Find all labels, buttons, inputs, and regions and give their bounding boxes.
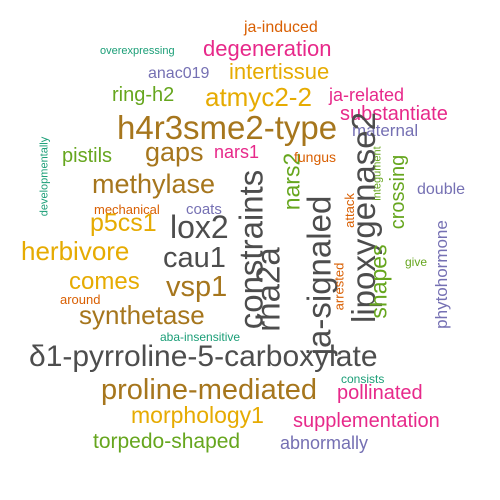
word-atmyc2-2: atmyc2-2 (205, 82, 312, 112)
word-nars1: nars1 (214, 142, 260, 162)
word-arrested: arrested (331, 262, 347, 311)
word-comes: comes (69, 268, 140, 295)
word-overexpressing: overexpressing (100, 45, 175, 57)
word-coats: coats (186, 201, 222, 218)
word-anac019: anac019 (148, 65, 210, 82)
word-crossing: crossing (387, 154, 410, 230)
word-morphology1: morphology1 (131, 402, 264, 428)
word-shapes: shapes (365, 244, 392, 319)
word-torpedo-shaped: torpedo-shaped (93, 430, 241, 453)
word-supplementation: supplementation (293, 410, 440, 432)
word-abnormally: abnormally (280, 433, 369, 453)
word-herbivore: herbivore (21, 236, 130, 266)
word-developmentally: developmentally (38, 136, 51, 217)
word-proline-mediated: proline-mediated (101, 374, 318, 406)
word-pistils: pistils (62, 145, 113, 167)
word-ja-signaled: ja-signaled (300, 195, 338, 356)
word-intertissue: intertissue (229, 59, 330, 84)
word-double: double (417, 181, 466, 198)
word-ja-induced: ja-induced (244, 19, 318, 36)
word-pollinated: pollinated (337, 382, 423, 404)
word-maternal: maternal (352, 121, 419, 140)
word-integument: integument (371, 146, 384, 201)
word-lox2: lox2 (170, 209, 229, 245)
word-vsp1: vsp1 (166, 271, 228, 303)
word-p5cs1: p5cs1 (90, 209, 157, 237)
word-rha2a: rha2a (249, 247, 287, 332)
word-fungus: fungus (294, 149, 337, 165)
word-ring-h2: ring-h2 (112, 84, 175, 106)
word-phytohormone: phytohormone (431, 220, 451, 329)
word-pyrroline-5-carboxylate: δ1-pyrroline-5-carboxylate (29, 340, 378, 373)
word-consists: consists (341, 372, 385, 386)
word-substantiate: substantiate (340, 103, 448, 125)
word-aba-insensitive: aba-insensitive (160, 330, 241, 344)
word-cau1: cau1 (163, 242, 226, 274)
word-h4r3sme2-type: h4r3sme2-type (117, 109, 338, 146)
word-synthetase: synthetase (79, 300, 205, 330)
word-ja-related: ja-related (329, 85, 405, 105)
word-methylase: methylase (92, 169, 216, 199)
word-mechanical: mechanical (94, 202, 160, 217)
word-gaps: gaps (145, 137, 204, 167)
word-attack: attack (341, 193, 357, 228)
word-degeneration: degeneration (203, 36, 332, 61)
word-around: around (60, 292, 101, 307)
word-give: give (405, 255, 428, 269)
